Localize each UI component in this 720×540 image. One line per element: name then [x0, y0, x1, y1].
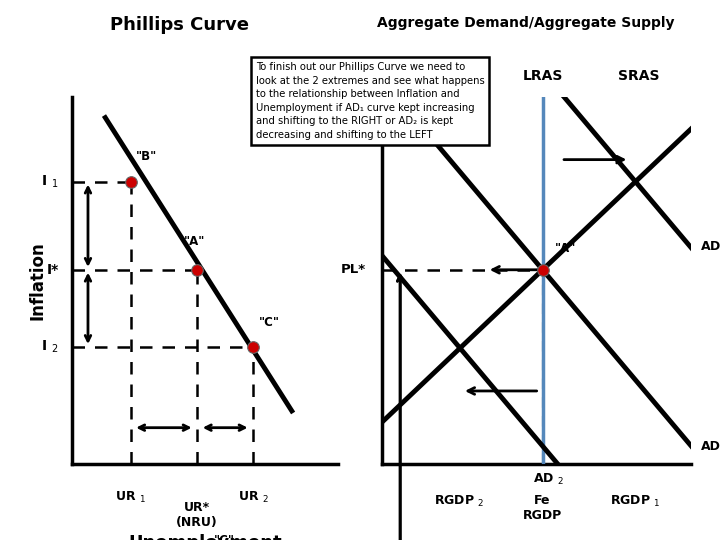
Text: I*: I*	[46, 263, 59, 277]
Text: AD $_{2}$: AD $_{2}$	[534, 472, 564, 487]
Text: UR $_{2}$: UR $_{2}$	[238, 490, 269, 505]
Text: "B": "B"	[136, 150, 157, 163]
Text: "A": "A"	[184, 235, 205, 248]
Text: Fe
RGDP: Fe RGDP	[523, 494, 562, 522]
Text: AD $_{1}$: AD $_{1}$	[701, 240, 720, 255]
Point	[537, 266, 549, 274]
Text: I $_{1}$: I $_{1}$	[41, 173, 59, 190]
Text: SRAS: SRAS	[618, 69, 660, 83]
Text: "A": "A"	[555, 242, 576, 255]
Text: "C": "C"	[258, 315, 279, 328]
Text: RGDP $_{2}$: RGDP $_{2}$	[433, 494, 485, 509]
Text: To finish out our Phillips Curve we need to
look at the 2 extremes and see what : To finish out our Phillips Curve we need…	[256, 62, 485, 140]
Text: LRAS: LRAS	[523, 69, 563, 83]
Text: I $_{2}$: I $_{2}$	[41, 339, 59, 355]
Text: RGDP $_{1}$: RGDP $_{1}$	[610, 494, 661, 509]
Point	[125, 177, 136, 186]
Text: UR*
(NRU): UR* (NRU)	[176, 501, 218, 529]
Text: Phillips Curve: Phillips Curve	[110, 16, 250, 34]
Text: AD: AD	[701, 440, 720, 453]
Text: Unemployment: Unemployment	[128, 534, 282, 540]
Point	[248, 342, 259, 351]
Text: Inflation: Inflation	[28, 241, 46, 320]
Text: UR $_{1}$: UR $_{1}$	[115, 490, 146, 505]
Text: Aggregate Demand/Aggregate Supply: Aggregate Demand/Aggregate Supply	[377, 16, 675, 30]
Text: PL*: PL*	[341, 264, 366, 276]
Text: "C": "C"	[215, 534, 235, 540]
Point	[192, 266, 203, 274]
